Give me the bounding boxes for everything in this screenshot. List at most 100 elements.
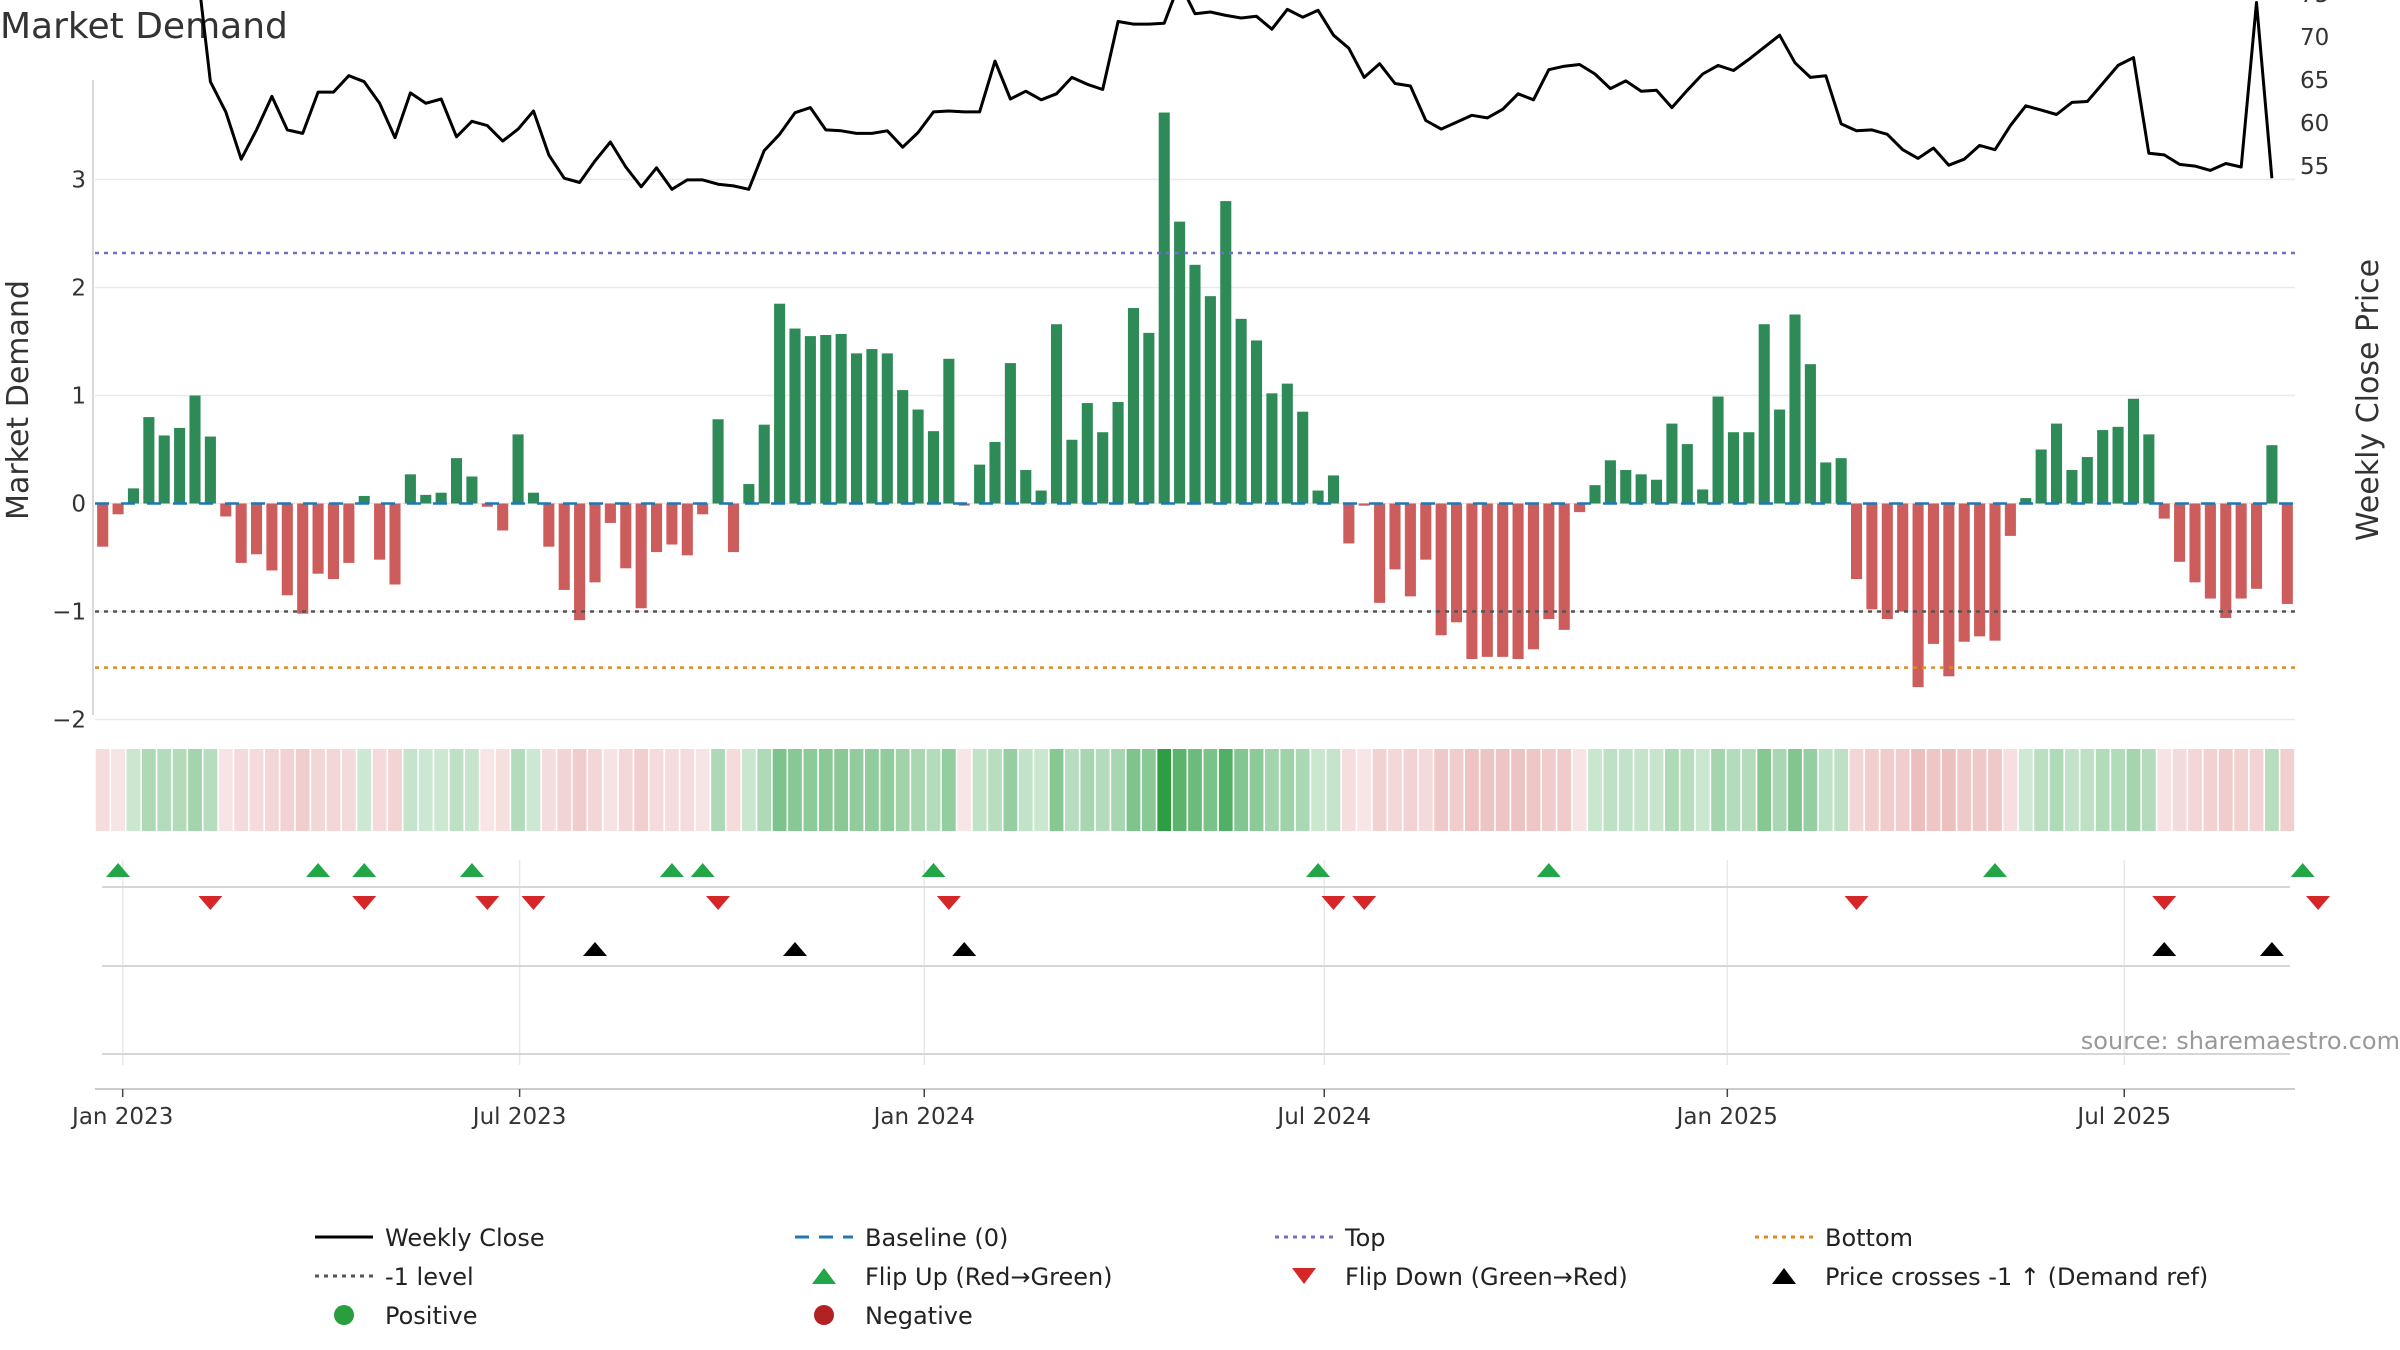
heat-cell bbox=[1711, 749, 1725, 831]
demand-bar bbox=[974, 464, 986, 504]
legend-label: Baseline (0) bbox=[865, 1224, 1008, 1252]
demand-bar bbox=[558, 503, 570, 590]
demand-bar bbox=[789, 328, 801, 504]
heat-cell bbox=[1634, 749, 1649, 831]
heat-cell bbox=[665, 749, 679, 831]
heat-cell bbox=[1249, 749, 1264, 831]
heat-cell bbox=[849, 749, 864, 831]
demand-bar bbox=[2112, 426, 2124, 504]
x-tick-label: Jan 2023 bbox=[70, 1104, 173, 1130]
heat-cell bbox=[2080, 749, 2095, 831]
heat-cell bbox=[311, 749, 325, 831]
flip-down-marker bbox=[1352, 896, 1377, 910]
demand-bar bbox=[127, 488, 139, 504]
demand-bar bbox=[1343, 503, 1355, 544]
heat-cell bbox=[1372, 749, 1387, 831]
demand-bar bbox=[312, 503, 324, 574]
heat-cell bbox=[2126, 749, 2141, 831]
heat-cell bbox=[1157, 749, 1172, 831]
demand-bar bbox=[1912, 503, 1924, 688]
flip-down-marker bbox=[1321, 896, 1346, 910]
legend-swatch-circle bbox=[814, 1305, 834, 1325]
heat-cell bbox=[188, 749, 202, 831]
heat-cell bbox=[1818, 749, 1833, 831]
demand-bar bbox=[1712, 396, 1724, 504]
demand-bar bbox=[389, 503, 401, 585]
demand-bar bbox=[2220, 503, 2232, 618]
heat-cell bbox=[1141, 749, 1156, 831]
left-tick-label: 2 bbox=[71, 276, 86, 302]
demand-bar bbox=[1420, 503, 1432, 560]
demand-bar bbox=[620, 503, 632, 569]
demand-bar bbox=[1251, 340, 1263, 504]
demand-bar bbox=[1220, 201, 1232, 504]
heat-cell bbox=[588, 749, 602, 831]
flip-up-marker bbox=[352, 863, 377, 877]
weekly-close-line bbox=[199, 0, 2274, 191]
demand-bar bbox=[1035, 490, 1047, 504]
demand-bar bbox=[1697, 489, 1709, 504]
heat-cell bbox=[1557, 749, 1572, 831]
heat-cell bbox=[541, 749, 556, 831]
demand-bar bbox=[451, 458, 463, 504]
legend: Weekly Close Baseline (0) Top Bottom -1 leve… bbox=[315, 1224, 2208, 1330]
heat-cell bbox=[634, 749, 649, 831]
demand-bar bbox=[1789, 314, 1801, 504]
left-tick-label: −1 bbox=[52, 600, 86, 626]
legend-label: Flip Up (Red→Green) bbox=[865, 1263, 1113, 1291]
heat-cell bbox=[418, 749, 433, 831]
demand-bar bbox=[1851, 503, 1863, 580]
demand-bar bbox=[2251, 503, 2263, 589]
demand-bar bbox=[1051, 324, 1063, 504]
right-tick-label: 60 bbox=[2300, 111, 2329, 137]
heat-cell bbox=[711, 749, 725, 831]
demand-bar bbox=[1143, 332, 1155, 504]
demand-bar bbox=[251, 503, 263, 555]
demand-bar bbox=[1543, 503, 1555, 620]
demand-bar bbox=[1866, 503, 1878, 610]
demand-bar bbox=[1066, 439, 1078, 504]
heat-cell bbox=[234, 749, 249, 831]
demand-bar bbox=[2281, 503, 2293, 604]
left-tick-label: 0 bbox=[71, 492, 86, 518]
demand-bar bbox=[2020, 498, 2032, 504]
heat-cell bbox=[1680, 749, 1695, 831]
demand-bar bbox=[635, 503, 647, 609]
flip-up-marker bbox=[1536, 863, 1561, 877]
demand-bar bbox=[820, 335, 832, 504]
demand-bar bbox=[774, 303, 786, 504]
demand-bar bbox=[1451, 503, 1463, 623]
demand-bar bbox=[697, 503, 709, 515]
x-tick-label: Jul 2024 bbox=[1275, 1104, 1371, 1130]
demand-bar bbox=[1635, 474, 1647, 504]
legend-label: Price crosses -1 ↑ (Demand ref) bbox=[1825, 1263, 2208, 1291]
demand-bar bbox=[481, 503, 493, 507]
left-tick-label: 1 bbox=[71, 384, 86, 410]
heat-cell bbox=[1126, 749, 1141, 831]
demand-bar bbox=[1727, 432, 1739, 504]
demand-bar bbox=[881, 353, 893, 504]
demand-bar bbox=[1435, 503, 1447, 636]
right-tick-label: 55 bbox=[2300, 154, 2329, 180]
heat-cell bbox=[926, 749, 941, 831]
flip-up-marker bbox=[1983, 863, 2007, 877]
demand-bar bbox=[2235, 503, 2247, 599]
demand-bar bbox=[1835, 458, 1847, 504]
demand-bar bbox=[2004, 503, 2016, 536]
demand-bar bbox=[343, 503, 355, 563]
heat-cell bbox=[2141, 749, 2156, 831]
heat-cell bbox=[511, 749, 525, 831]
demand-bar bbox=[897, 390, 909, 504]
demand-bar bbox=[1374, 503, 1386, 603]
x-tick-label: Jan 2024 bbox=[872, 1104, 975, 1130]
heat-cell bbox=[2188, 749, 2202, 831]
heat-cell bbox=[957, 749, 972, 831]
heat-cell bbox=[1111, 749, 1125, 831]
heat-cell bbox=[1895, 749, 1910, 831]
legend-label: -1 level bbox=[385, 1263, 474, 1291]
demand-bar bbox=[989, 441, 1001, 504]
demand-bar bbox=[743, 484, 755, 504]
heat-cell bbox=[1434, 749, 1449, 831]
heat-cell bbox=[1218, 749, 1233, 831]
heat-cell bbox=[1495, 749, 1510, 831]
